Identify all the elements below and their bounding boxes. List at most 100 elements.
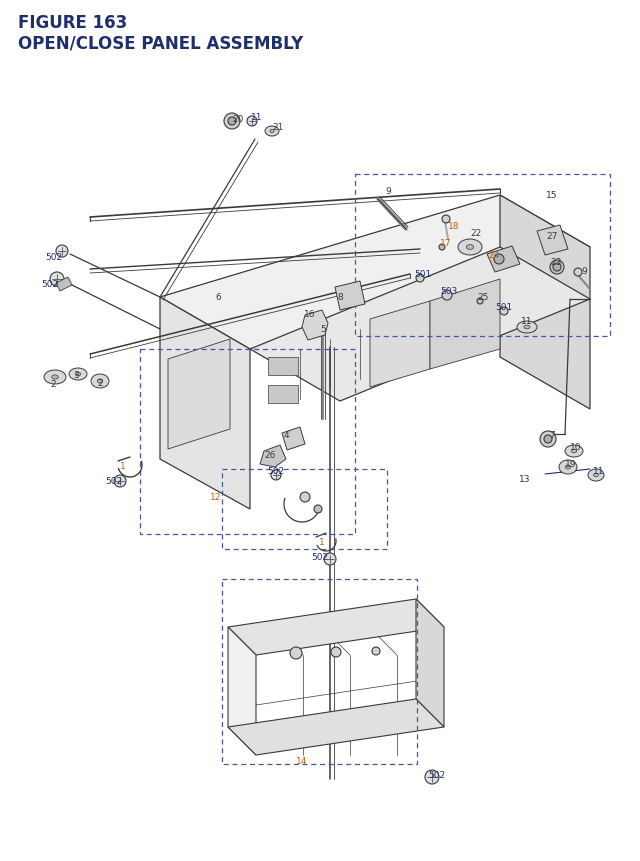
- Text: 3: 3: [73, 371, 79, 380]
- Ellipse shape: [594, 474, 598, 477]
- Ellipse shape: [52, 375, 58, 380]
- Text: 21: 21: [272, 123, 284, 133]
- Text: 14: 14: [296, 757, 308, 765]
- Text: 27: 27: [547, 232, 557, 241]
- Ellipse shape: [265, 127, 279, 137]
- Text: 12: 12: [211, 493, 221, 502]
- Text: 11: 11: [593, 467, 605, 476]
- Polygon shape: [228, 699, 444, 755]
- Circle shape: [442, 291, 452, 300]
- Circle shape: [540, 431, 556, 448]
- Text: 10: 10: [570, 443, 582, 452]
- Circle shape: [574, 269, 582, 276]
- Polygon shape: [250, 248, 590, 401]
- Circle shape: [224, 114, 240, 130]
- Text: FIGURE 163: FIGURE 163: [18, 14, 127, 32]
- Text: 17: 17: [440, 239, 452, 248]
- Polygon shape: [370, 301, 430, 387]
- Text: 8: 8: [337, 293, 343, 302]
- Polygon shape: [302, 311, 328, 341]
- Text: 19: 19: [565, 460, 577, 469]
- Ellipse shape: [572, 449, 577, 453]
- Text: 25: 25: [477, 293, 489, 302]
- Circle shape: [56, 245, 68, 257]
- Text: 16: 16: [304, 310, 316, 319]
- Polygon shape: [56, 278, 72, 292]
- Text: 9: 9: [385, 188, 391, 196]
- Circle shape: [331, 647, 341, 657]
- Circle shape: [442, 216, 450, 224]
- Text: 7: 7: [549, 431, 555, 440]
- Text: 502: 502: [106, 477, 123, 486]
- Ellipse shape: [524, 325, 530, 330]
- Text: 15: 15: [547, 191, 557, 201]
- Circle shape: [290, 647, 302, 660]
- Text: 502: 502: [428, 771, 445, 779]
- Circle shape: [271, 470, 281, 480]
- Bar: [222, 469, 387, 549]
- Text: 22: 22: [470, 229, 482, 238]
- Circle shape: [477, 299, 483, 305]
- Text: 24: 24: [488, 251, 500, 260]
- Ellipse shape: [565, 445, 583, 457]
- Polygon shape: [487, 247, 520, 273]
- Text: 503: 503: [440, 288, 458, 296]
- Ellipse shape: [76, 373, 81, 376]
- Circle shape: [324, 554, 336, 566]
- Text: 2: 2: [97, 379, 103, 388]
- Polygon shape: [160, 195, 590, 350]
- Polygon shape: [228, 628, 256, 755]
- Circle shape: [50, 273, 64, 287]
- Text: 1: 1: [319, 538, 325, 547]
- Ellipse shape: [565, 465, 571, 469]
- Polygon shape: [282, 428, 305, 450]
- Polygon shape: [160, 298, 250, 510]
- Text: OPEN/CLOSE PANEL ASSEMBLY: OPEN/CLOSE PANEL ASSEMBLY: [18, 34, 303, 52]
- Ellipse shape: [559, 461, 577, 474]
- Text: 501: 501: [495, 303, 513, 313]
- Circle shape: [553, 263, 561, 272]
- Polygon shape: [228, 599, 444, 655]
- Circle shape: [372, 647, 380, 655]
- Circle shape: [416, 275, 424, 282]
- Text: 23: 23: [550, 258, 562, 267]
- Ellipse shape: [44, 370, 66, 385]
- Text: 502: 502: [312, 553, 328, 562]
- Text: 9: 9: [581, 267, 587, 276]
- Circle shape: [544, 436, 552, 443]
- Ellipse shape: [97, 380, 102, 384]
- Bar: [222, 579, 417, 764]
- Bar: [268, 386, 298, 404]
- Polygon shape: [168, 339, 230, 449]
- Polygon shape: [430, 280, 500, 369]
- Circle shape: [247, 117, 257, 127]
- Polygon shape: [537, 226, 568, 256]
- Text: 18: 18: [448, 222, 460, 232]
- Ellipse shape: [517, 322, 537, 333]
- Text: 502: 502: [42, 280, 59, 289]
- Text: 6: 6: [215, 293, 221, 302]
- Text: 26: 26: [264, 451, 276, 460]
- Circle shape: [550, 261, 564, 275]
- Text: 11: 11: [521, 317, 532, 326]
- Text: 502: 502: [45, 253, 63, 263]
- Ellipse shape: [270, 130, 274, 133]
- Text: 5: 5: [320, 325, 326, 334]
- Circle shape: [500, 307, 508, 316]
- Ellipse shape: [69, 369, 87, 381]
- Polygon shape: [260, 445, 286, 468]
- Ellipse shape: [91, 375, 109, 388]
- Ellipse shape: [588, 469, 604, 481]
- Polygon shape: [416, 599, 444, 728]
- Text: 20: 20: [232, 115, 244, 124]
- Circle shape: [300, 492, 310, 503]
- Text: 501: 501: [414, 270, 431, 279]
- Bar: [268, 357, 298, 375]
- Circle shape: [439, 245, 445, 251]
- Circle shape: [114, 475, 126, 487]
- Ellipse shape: [467, 245, 474, 250]
- Ellipse shape: [458, 239, 482, 256]
- Bar: [355, 175, 610, 337]
- Text: 11: 11: [252, 114, 263, 122]
- Text: 1: 1: [120, 462, 126, 471]
